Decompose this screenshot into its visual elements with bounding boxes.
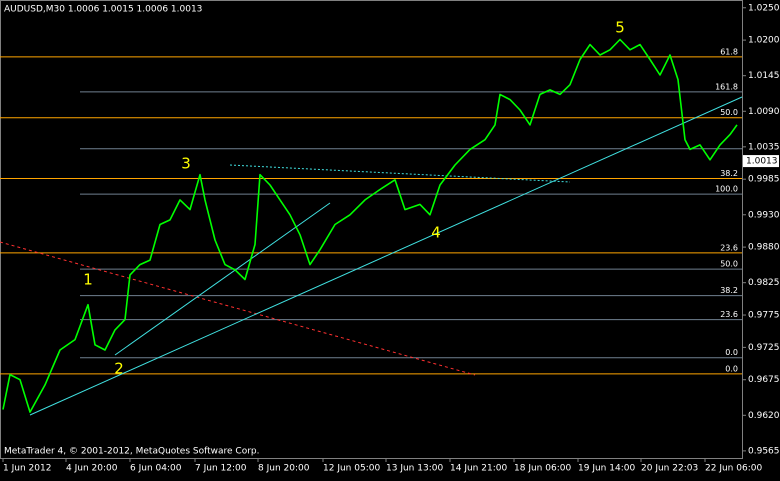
trend-line xyxy=(114,202,331,356)
fib-label: 0.0 xyxy=(725,348,738,357)
fib-label: 61.8 xyxy=(720,47,738,56)
fib-levels: 61.8 161.8 50.0 38.2 100.0 23.6 50.0 38.2 23.6 0.… xyxy=(0,47,742,375)
fib-label: 23.6 xyxy=(720,310,738,319)
fib-label: 50.0 xyxy=(720,260,738,269)
y-tick-label: 0.9675 xyxy=(748,375,780,385)
x-tick-label: 18 Jun 06:00 xyxy=(514,464,571,474)
y-tick-label: 1.0250 xyxy=(748,3,780,13)
y-tick-label: 0.9725 xyxy=(748,343,780,353)
y-tick-label: 1.0090 xyxy=(748,107,780,117)
x-tick-label: 20 Jun 22:03 xyxy=(641,464,698,474)
x-tick-label: 1 Jun 2012 xyxy=(3,464,51,474)
fib-label: 100.0 xyxy=(715,185,738,194)
y-tick-label: 0.9565 xyxy=(748,446,780,456)
last-price-box xyxy=(743,155,779,168)
fib-label: 50.0 xyxy=(720,108,738,117)
trend-line xyxy=(229,164,571,183)
last-price-label: 1.0013 xyxy=(746,157,778,167)
wave-label: 2 xyxy=(114,360,124,378)
y-tick-label: 0.9880 xyxy=(748,243,780,253)
wave-label: 3 xyxy=(181,155,191,173)
fib-label: 23.6 xyxy=(720,243,738,252)
fib-label: 38.2 xyxy=(720,286,738,295)
fib-label: 38.2 xyxy=(720,169,738,178)
y-tick-label: 1.0035 xyxy=(748,142,780,152)
wave-label: 1 xyxy=(83,271,93,289)
y-tick-label: 0.9620 xyxy=(748,411,780,421)
trend-line xyxy=(0,241,476,376)
wave-label: 4 xyxy=(431,224,441,242)
x-tick-label: 8 Jun 20:00 xyxy=(258,464,310,474)
price-line xyxy=(2,38,738,413)
y-tick-label: 0.9930 xyxy=(748,210,780,220)
x-tick-label: 19 Jun 14:00 xyxy=(578,464,635,474)
trend-line xyxy=(29,96,743,416)
fib-label: 0.0 xyxy=(725,364,738,373)
y-tick-label: 1.0145 xyxy=(748,71,780,81)
wave-label: 5 xyxy=(615,19,625,37)
y-tick-label: 0.9775 xyxy=(748,311,780,321)
x-tick-label: 12 Jun 05:00 xyxy=(323,464,380,474)
chart-title: AUDUSD,M30 1.0006 1.0015 1.0006 1.0013 xyxy=(4,5,202,15)
fib-label: 161.8 xyxy=(715,82,738,91)
y-tick-label: 0.9985 xyxy=(748,175,780,185)
footer: MetaTrader 4, © 2001-2012, MetaQuotes So… xyxy=(4,447,260,457)
x-tick-label: 4 Jun 20:00 xyxy=(66,464,118,474)
x-tick-label: 6 Jun 04:00 xyxy=(130,464,182,474)
y-tick-label: 0.9825 xyxy=(748,278,780,288)
x-tick-label: 22 Jun 06:00 xyxy=(705,464,762,474)
x-tick-label: 7 Jun 12:00 xyxy=(195,464,247,474)
y-tick-label: 1.0200 xyxy=(748,36,780,46)
plot-frame xyxy=(0,0,743,459)
x-tick-label: 13 Jun 13:00 xyxy=(386,464,443,474)
x-tick-label: 14 Jun 21:00 xyxy=(450,464,507,474)
